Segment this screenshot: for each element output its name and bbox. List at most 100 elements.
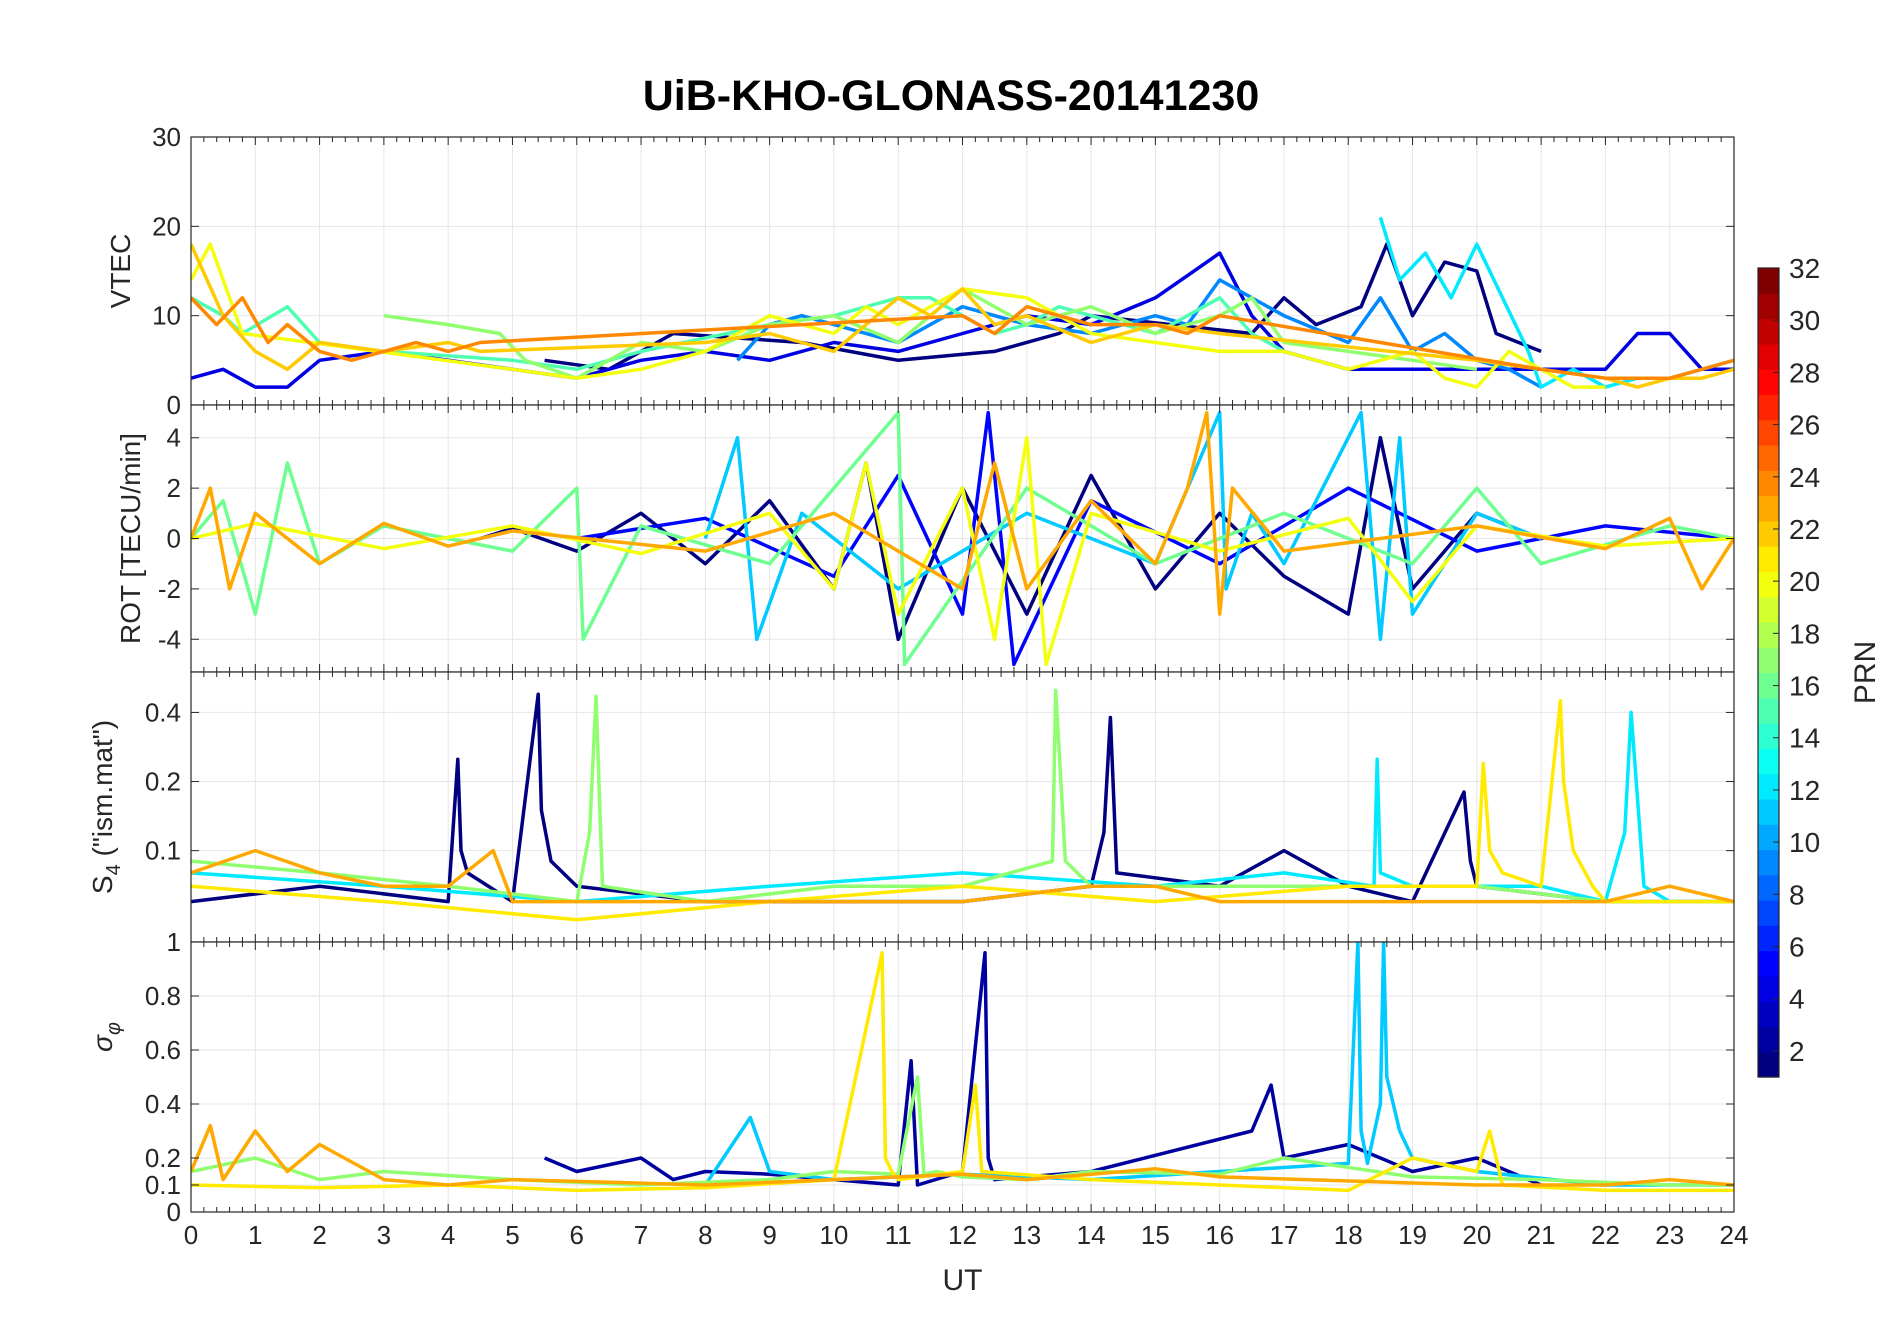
panel-vtec-ytick-label: 30	[152, 122, 181, 152]
panel-s4-ytick-label: 0.1	[145, 836, 181, 866]
panel-rot-series-prn-1	[479, 435, 1542, 642]
xtick-label: 6	[570, 1220, 584, 1250]
xtick-label: 15	[1141, 1220, 1170, 1250]
panel-sigma_phi-ytick-label: 0.2	[145, 1143, 181, 1173]
colorbar-tick-label: 22	[1789, 514, 1820, 545]
colorbar-tick-label: 32	[1789, 253, 1820, 284]
xtick-label: 2	[312, 1220, 326, 1250]
xtick-label: 3	[377, 1220, 391, 1250]
panel-rot-series-prn-11	[703, 410, 1542, 642]
colorbar-frame	[1757, 267, 1780, 1078]
panel-vtec-series-prn-24	[191, 296, 1734, 380]
xtick-label: 19	[1398, 1220, 1427, 1250]
xtick-label: 11	[885, 1220, 912, 1250]
colorbar-swatch	[1758, 647, 1779, 674]
colorbar-swatch	[1758, 672, 1779, 699]
colorbar-swatch	[1758, 697, 1779, 724]
panel-sigma_phi-ytick-label: 0.8	[145, 981, 181, 1011]
colorbar-tick-label: 8	[1789, 879, 1805, 910]
panel-vtec-series-prn-20	[191, 242, 1606, 389]
panel-rot-ytick-label: 4	[167, 423, 181, 453]
xtick-label: 24	[1720, 1220, 1749, 1250]
panel-vtec-ytick-label: 20	[152, 211, 181, 241]
panel-rot-series-prn-20	[191, 435, 1734, 667]
colorbar-swatch	[1758, 293, 1779, 320]
colorbar-swatch	[1758, 975, 1779, 1002]
colorbar-swatch	[1758, 268, 1779, 294]
colorbar-tick-label: 26	[1789, 410, 1820, 441]
xtick-label: 0	[184, 1220, 198, 1250]
xtick-label: 8	[698, 1220, 712, 1250]
panel-s4-ytick-label: 0.4	[145, 697, 181, 727]
panel-vtec-ytick-label: 0	[167, 390, 181, 420]
panel-s4-ylabel: S4 ("ism.mat")	[87, 720, 125, 894]
xtick-label: 20	[1462, 1220, 1491, 1250]
colorbar-tick-label: 12	[1789, 775, 1820, 806]
panel-sigma_phi-ytick-label: 0.6	[145, 1035, 181, 1065]
colorbar-tick-label: 30	[1789, 305, 1820, 336]
panel-sigma_phi-ytick-label: 0.4	[145, 1089, 181, 1119]
colorbar-swatch	[1758, 798, 1779, 825]
xtick-label: 22	[1591, 1220, 1620, 1250]
panel-s4-series-prn-23	[191, 848, 1734, 904]
colorbar-swatch	[1758, 369, 1779, 396]
xtick-label: 17	[1269, 1220, 1298, 1250]
panel-sigma_phi-ytick-label: 1	[167, 927, 181, 957]
x-axis-label: UT	[943, 1264, 983, 1297]
panel-sigma_phi-series-prn-21	[191, 951, 1734, 1193]
colorbar-tick-label: 14	[1789, 723, 1820, 754]
xtick-label: 10	[819, 1220, 848, 1250]
xtick-label: 9	[762, 1220, 776, 1250]
xtick-label: 13	[1012, 1220, 1041, 1250]
panel-s4-series-prn-12	[191, 710, 1734, 904]
colorbar-swatch	[1758, 444, 1779, 471]
xtick-label: 14	[1077, 1220, 1106, 1250]
xtick-label: 18	[1334, 1220, 1363, 1250]
colorbar-tick-label: 10	[1789, 827, 1820, 858]
xtick-label: 7	[634, 1220, 648, 1250]
panel-rot-series-prn-5	[576, 410, 1734, 667]
panel-s4-series-prn-21	[191, 698, 1734, 922]
xtick-label: 5	[505, 1220, 519, 1250]
colorbar-swatch	[1758, 748, 1779, 775]
colorbar-swatch	[1758, 849, 1779, 876]
colorbar-swatch	[1758, 773, 1779, 800]
colorbar-swatch	[1758, 343, 1779, 370]
panel-sigma_phi-ytick-label: 0	[167, 1197, 181, 1227]
xtick-label: 12	[948, 1220, 977, 1250]
panel-rot-ytick-label: 2	[167, 473, 181, 503]
colorbar-swatch	[1758, 470, 1779, 497]
colorbar-swatch	[1758, 546, 1779, 572]
colorbar-swatch	[1758, 900, 1779, 926]
panel-rot-ylabel: ROT [TECU/min]	[115, 433, 146, 644]
colorbar-swatch	[1758, 394, 1779, 421]
colorbar-tick-label: 16	[1789, 671, 1820, 702]
colorbar-tick-label: 2	[1789, 1036, 1805, 1067]
panel-rot-ytick-label: 0	[167, 524, 181, 554]
panel-sigma-ylabel: σφ	[87, 1022, 125, 1052]
colorbar-tick-label: 28	[1789, 357, 1820, 388]
colorbar-swatch	[1758, 1051, 1779, 1078]
colorbar-tick-label: 18	[1789, 618, 1820, 649]
colorbar-swatch	[1758, 950, 1779, 977]
panel-rot-ytick-label: -4	[158, 624, 181, 654]
xtick-label: 1	[248, 1220, 262, 1250]
colorbar-swatch	[1758, 925, 1779, 952]
colorbar-swatch	[1758, 520, 1779, 547]
colorbar-tick-label: 6	[1789, 932, 1805, 963]
panel-vtec-series-prn-1	[544, 242, 1542, 372]
panel-s4-ytick-label: 0.2	[145, 767, 181, 797]
colorbar-tick-label: 24	[1789, 462, 1820, 493]
xtick-label: 16	[1205, 1220, 1234, 1250]
colorbar-swatch	[1758, 874, 1779, 901]
colorbar-label: PRN	[1849, 641, 1882, 704]
colorbar-swatch	[1758, 621, 1779, 648]
xtick-label: 23	[1655, 1220, 1684, 1250]
panel-sigma_phi-series-prn-2	[543, 951, 1542, 1187]
colorbar-swatch	[1758, 1026, 1779, 1053]
panel-vtec-ylabel: VTEC	[105, 234, 136, 309]
colorbar-swatch	[1758, 596, 1779, 623]
colorbar-swatch	[1758, 1001, 1779, 1028]
